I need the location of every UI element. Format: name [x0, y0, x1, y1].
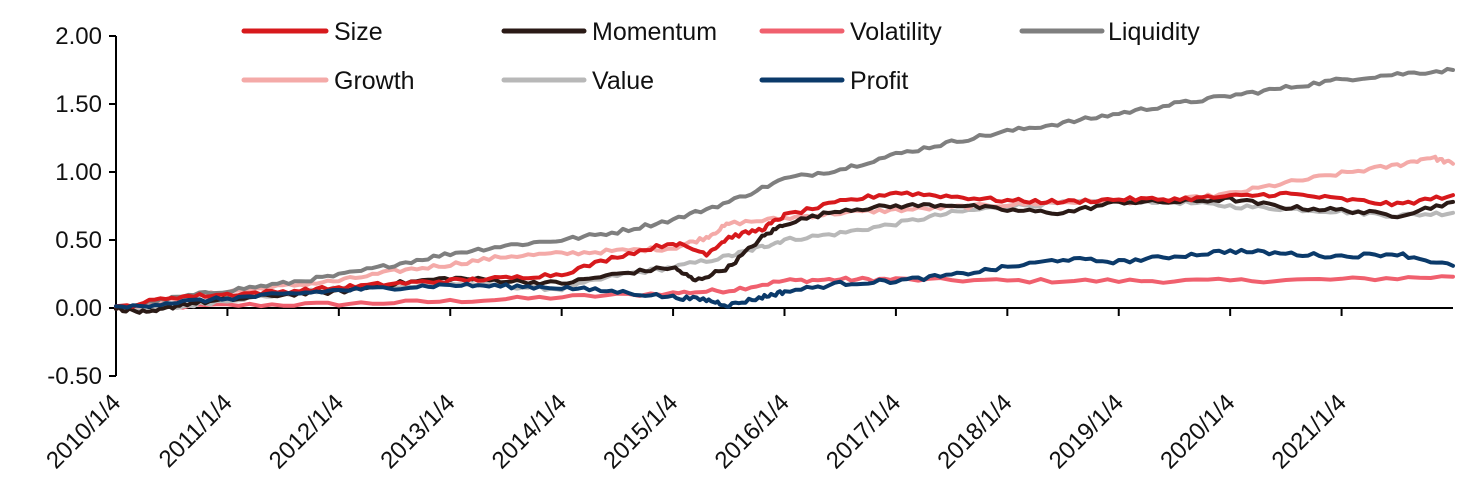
legend-label-momentum: Momentum [592, 18, 717, 46]
x-tick-label: 2015/1/4 [598, 389, 683, 474]
series-line-volatility [114, 274, 1455, 311]
legend-item-volatility: Volatility [759, 18, 942, 46]
legend-item-liquidity: Liquidity [1019, 18, 1200, 46]
legend-label-liquidity: Liquidity [1108, 18, 1200, 46]
y-tick-label: -0.50 [47, 363, 102, 390]
legend-item-profit: Profit [759, 67, 908, 95]
x-tick-label: 2012/1/4 [264, 389, 349, 474]
y-tick-label: 1.00 [55, 159, 102, 186]
legend-item-growth: Growth [241, 67, 415, 95]
x-tick-label: 2010/1/4 [41, 389, 126, 474]
x-tick-label: 2019/1/4 [1044, 389, 1129, 474]
x-tick-label: 2014/1/4 [487, 389, 572, 474]
x-tick-label: 2021/1/4 [1267, 389, 1352, 474]
legend-label-size: Size [334, 18, 383, 46]
legend-label-volatility: Volatility [850, 18, 942, 46]
legend-item-momentum: Momentum [501, 18, 717, 46]
legend-item-value: Value [501, 67, 654, 95]
x-tick-label: 2020/1/4 [1155, 389, 1240, 474]
y-tick-label: 1.50 [55, 91, 102, 118]
legend-label-profit: Profit [850, 67, 908, 95]
y-tick-label: 0.50 [55, 227, 102, 254]
series-line-profit [114, 247, 1455, 310]
y-tick-label: 2.00 [55, 23, 102, 50]
legend: Size Momentum Volatility Liquidity Growth Val… [241, 18, 1200, 95]
x-tick-label: 2017/1/4 [821, 389, 906, 474]
legend-label-value: Value [592, 67, 654, 95]
x-tick-label: 2018/1/4 [932, 389, 1017, 474]
x-tick-label: 2011/1/4 [154, 389, 238, 473]
x-tick-label: 2016/1/4 [710, 389, 795, 474]
legend-item-size: Size [241, 18, 383, 46]
y-tick-label: 0.00 [55, 295, 102, 322]
x-tick-label: 2013/1/4 [375, 389, 460, 474]
legend-label-growth: Growth [334, 67, 415, 95]
series-line-liquidity [114, 66, 1455, 310]
series-layer [114, 66, 1455, 315]
